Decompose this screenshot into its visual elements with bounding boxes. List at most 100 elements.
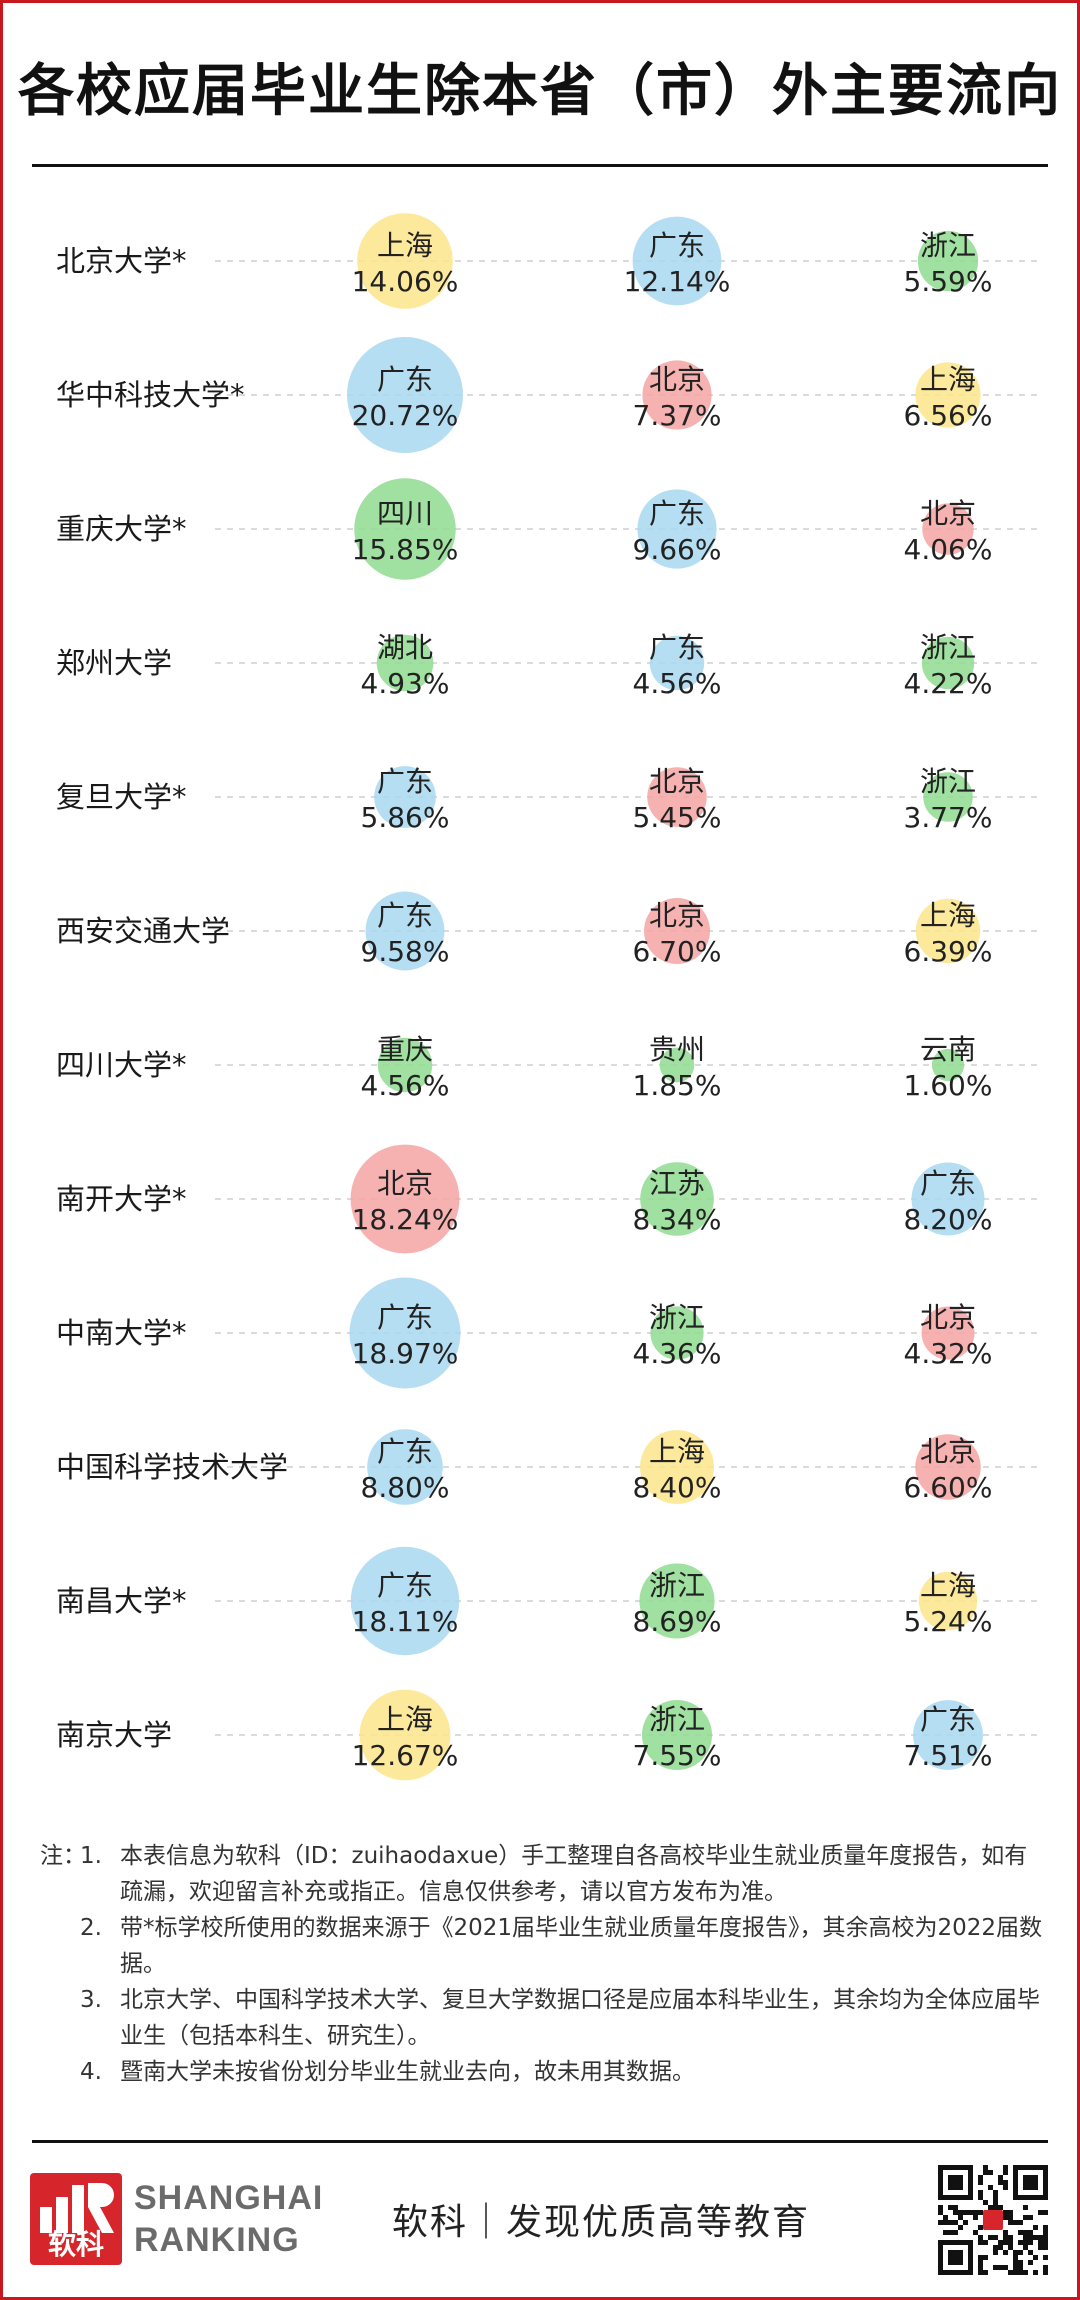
school-label: 复旦大学*	[56, 780, 187, 814]
percent-label: 18.24%	[352, 1203, 459, 1236]
logo-word-ranking: RANKING	[134, 2221, 300, 2259]
percent-label: 6.39%	[904, 935, 993, 968]
percent-label: 12.14%	[624, 265, 731, 298]
percent-label: 4.22%	[904, 667, 993, 700]
region-label: 浙江	[920, 229, 976, 262]
percent-label: 4.06%	[904, 533, 993, 566]
note-number: 4.	[80, 2059, 102, 2085]
bubble	[642, 360, 712, 430]
region-label: 贵州	[649, 1033, 705, 1066]
note-item: 3. 北京大学、中国科学技术大学、复旦大学数据口径是应届本科毕业生，其余均为全体应…	[40, 1982, 1045, 2054]
bubble	[637, 489, 717, 569]
region-label: 江苏	[649, 1167, 705, 1200]
note-item: 4. 暨南大学未按省份划分毕业生就业去向，故未用其数据。	[40, 2054, 1045, 2090]
bubble	[350, 1144, 460, 1254]
school-label: 西安交通大学	[56, 914, 230, 948]
region-label: 浙江	[649, 1703, 705, 1736]
bubble	[922, 503, 974, 555]
note-text: 暨南大学未按省份划分毕业生就业去向，故未用其数据。	[120, 2059, 695, 2085]
percent-label: 8.20%	[904, 1203, 993, 1236]
percent-label: 7.55%	[633, 1739, 722, 1772]
percent-label: 5.45%	[633, 801, 722, 834]
bubble	[377, 1037, 433, 1093]
bubble	[921, 636, 975, 690]
region-label: 上海	[920, 363, 976, 396]
bubble	[649, 635, 705, 691]
bubble	[659, 1047, 695, 1083]
school-label: 华中科技大学*	[56, 378, 245, 412]
region-label: 北京	[377, 1167, 433, 1200]
region-label: 重庆	[377, 1033, 433, 1066]
region-label: 四川	[377, 497, 433, 530]
bubble	[640, 1162, 714, 1236]
bubble	[913, 1700, 983, 1770]
percent-label: 7.37%	[633, 399, 722, 432]
region-label: 上海	[920, 899, 976, 932]
percent-label: 5.86%	[361, 801, 450, 834]
footer: 软科 SHANGHAI RANKING 软科｜发现优质高等教育	[0, 2165, 1080, 2275]
region-label: 广东	[377, 765, 433, 798]
footer-divider	[32, 2140, 1048, 2143]
qr-code-icon	[938, 2165, 1048, 2275]
note-item: 2. 带*标学校所使用的数据来源于《2021届毕业生就业质量年度报告》，其余高校为…	[40, 1910, 1045, 1982]
region-label: 上海	[649, 1435, 705, 1468]
region-label: 上海	[920, 1569, 976, 1602]
note-number: 2.	[80, 1915, 102, 1941]
region-label: 广东	[377, 1301, 433, 1334]
region-label: 上海	[377, 229, 433, 262]
region-label: 广东	[920, 1167, 976, 1200]
percent-label: 5.59%	[904, 265, 993, 298]
percent-label: 5.24%	[904, 1605, 993, 1638]
bubble	[365, 891, 445, 971]
region-label: 北京	[649, 899, 705, 932]
bubble	[931, 1048, 965, 1082]
bubble	[915, 362, 981, 428]
percent-label: 4.36%	[633, 1337, 722, 1370]
percent-label: 20.72%	[352, 399, 459, 432]
percent-label: 18.97%	[352, 1337, 459, 1370]
region-label: 北京	[920, 497, 976, 530]
bubble	[367, 1429, 443, 1505]
note-number: 1.	[80, 1843, 102, 1869]
bubble	[640, 1430, 714, 1504]
region-label: 广东	[649, 631, 705, 664]
region-label: 北京	[649, 765, 705, 798]
percent-label: 9.66%	[633, 533, 722, 566]
bubble	[917, 230, 979, 292]
percent-label: 15.85%	[352, 533, 459, 566]
region-label: 湖北	[377, 631, 433, 664]
bubble	[647, 767, 707, 827]
school-label: 中国科学技术大学	[56, 1450, 288, 1484]
note-text: 带*标学校所使用的数据来源于《2021届毕业生就业质量年度报告》，其余高校为20…	[120, 1915, 1043, 1977]
bubble	[918, 1571, 978, 1631]
percent-label: 14.06%	[352, 265, 459, 298]
percent-label: 9.58%	[361, 935, 450, 968]
bubble	[350, 1546, 460, 1656]
footnotes: 注： 1. 本表信息为软科（ID：zuihaodaxue）手工整理自各高校毕业生就业…	[40, 1838, 1045, 2090]
region-label: 浙江	[920, 765, 976, 798]
slogan: 软科｜发现优质高等教育	[392, 2202, 811, 2243]
percent-label: 1.60%	[904, 1069, 993, 1102]
region-label: 浙江	[649, 1301, 705, 1334]
bubble	[915, 1434, 981, 1500]
region-label: 北京	[920, 1301, 976, 1334]
percent-label: 8.69%	[633, 1605, 722, 1638]
percent-label: 6.56%	[904, 399, 993, 432]
region-label: 浙江	[649, 1569, 705, 1602]
percent-label: 6.70%	[633, 935, 722, 968]
bubble	[639, 1563, 715, 1639]
region-label: 广东	[920, 1703, 976, 1736]
bubble	[632, 216, 722, 306]
region-label: 北京	[920, 1435, 976, 1468]
school-label: 南昌大学*	[56, 1584, 187, 1618]
bubble	[357, 213, 453, 309]
bubble	[376, 634, 434, 692]
region-label: 上海	[377, 1703, 433, 1736]
region-label: 广东	[377, 1435, 433, 1468]
bubble	[347, 337, 463, 453]
note-lead: 注：	[40, 1843, 86, 1869]
bubble	[915, 898, 981, 964]
logo-chars: 软科	[47, 2228, 104, 2261]
page-title: 各校应届毕业生除本省（市）外主要流向	[18, 59, 1062, 124]
